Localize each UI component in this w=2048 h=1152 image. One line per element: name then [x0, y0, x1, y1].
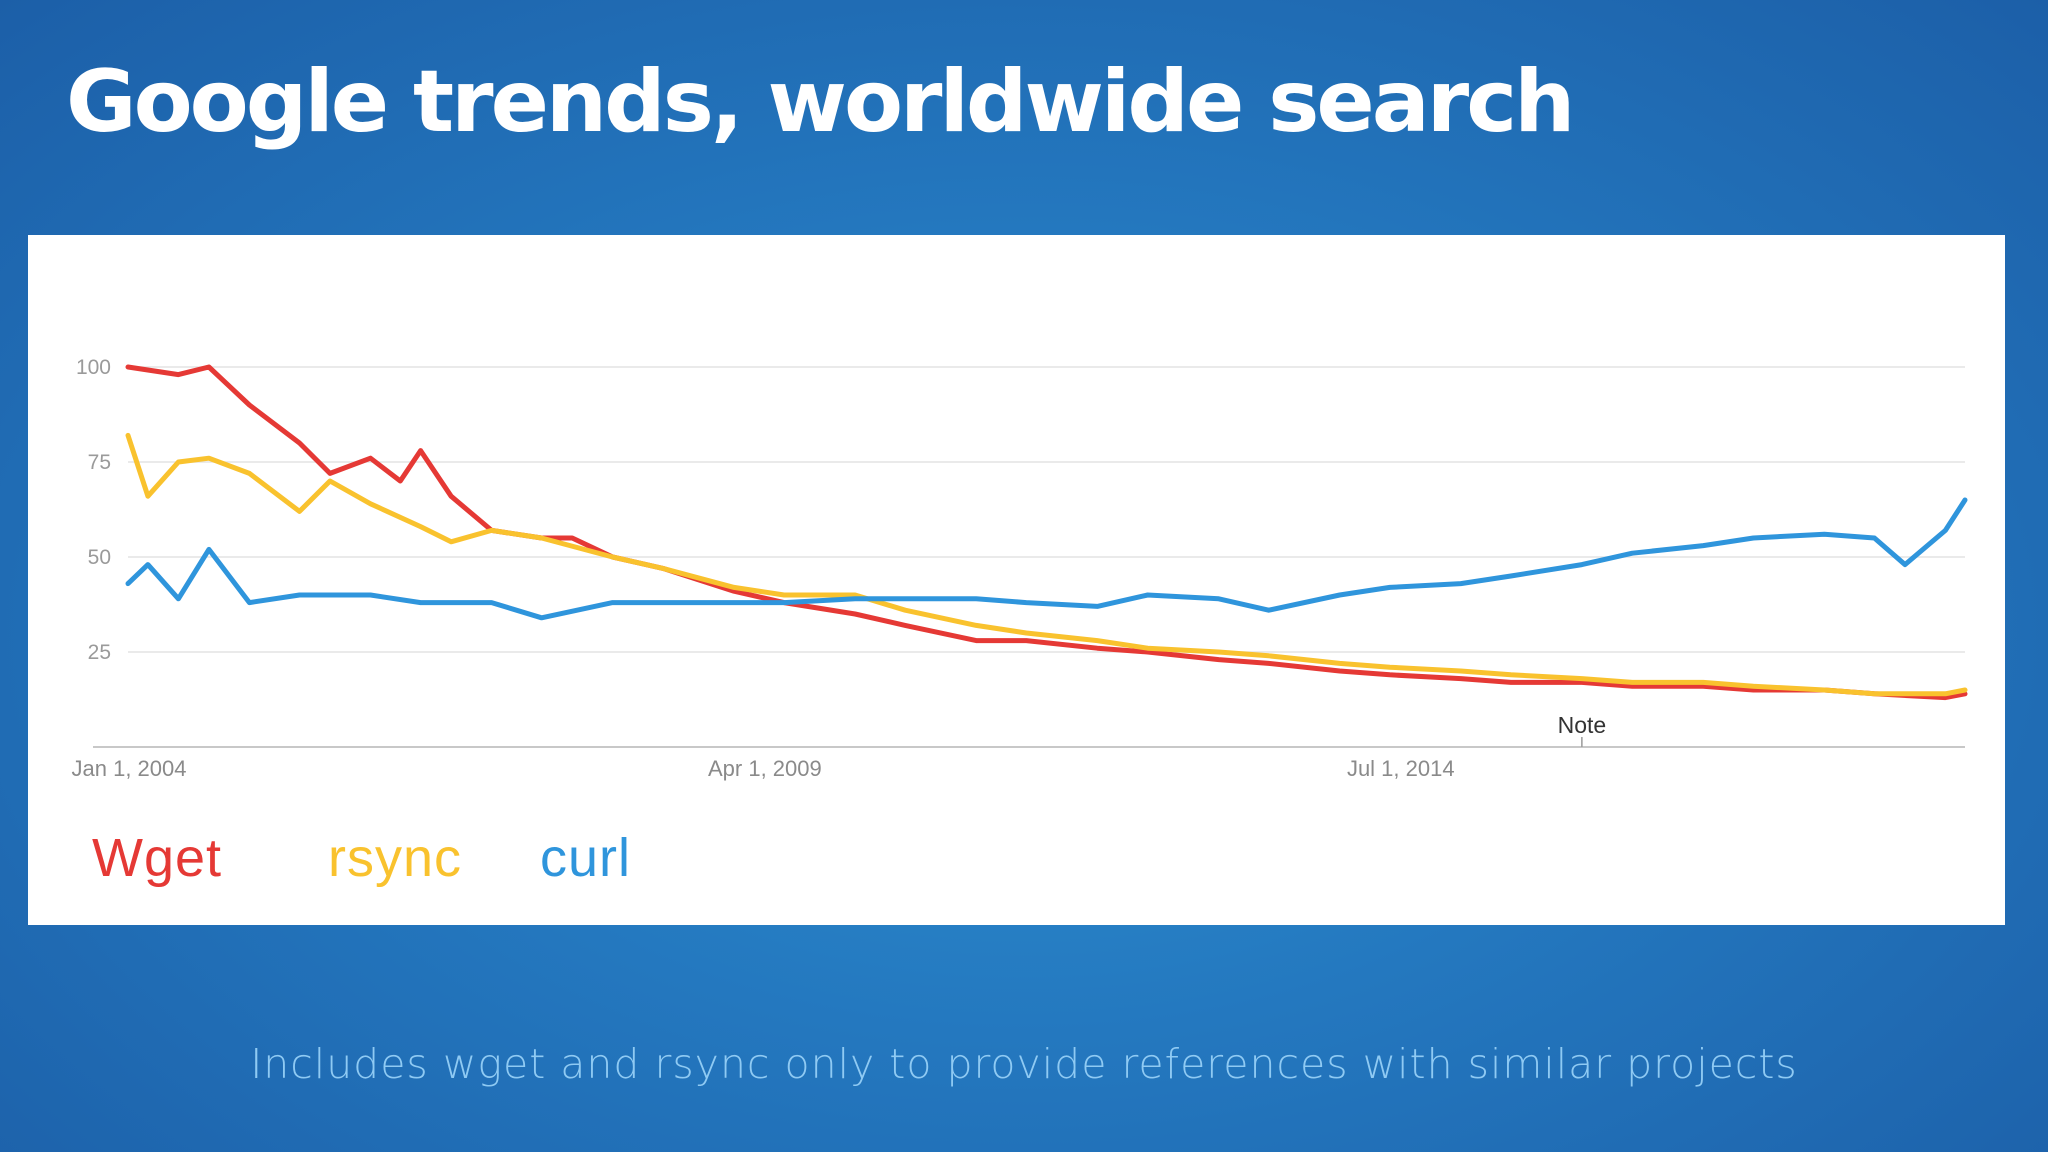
y-tick-label: 25: [88, 641, 111, 664]
x-tick-label: Jan 1, 2004: [72, 756, 187, 781]
annotation-label: Note: [1558, 712, 1607, 738]
y-tick-label: 50: [88, 546, 111, 569]
legend-item-rsync: rsync: [328, 828, 463, 888]
x-tick-label: Jul 1, 2014: [1347, 756, 1455, 781]
slide-footnote: Includes wget and rsync only to provide …: [250, 1040, 1798, 1088]
legend-item-curl: curl: [540, 828, 632, 888]
y-tick-label: 75: [88, 451, 111, 474]
chart-panel: 25 50 75 100 Jan 1, 2004 Apr 1, 2009 Jul 1, 20…: [28, 235, 2005, 925]
legend-item-wget: Wget: [92, 828, 223, 888]
y-tick-label: 100: [76, 356, 111, 379]
trends-line-chart: 25 50 75 100 Jan 1, 2004 Apr 1, 2009 Jul 1, 20…: [72, 356, 1968, 781]
series-line-curl: [125, 497, 1968, 621]
series-line-rsync: [125, 432, 1968, 697]
series-line-wget: [125, 364, 1968, 701]
slide-title: Google trends, worldwide search: [66, 52, 1575, 152]
x-tick-label: Apr 1, 2009: [708, 756, 822, 781]
